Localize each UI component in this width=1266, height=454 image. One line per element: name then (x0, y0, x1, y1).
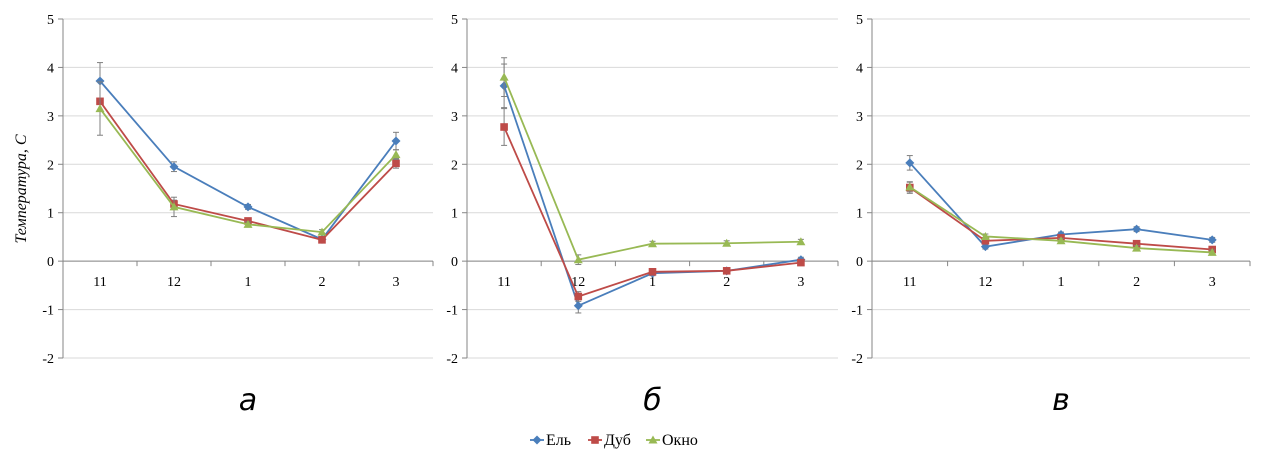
y-tick-label: 1 (451, 207, 458, 222)
legend-marker (532, 435, 542, 445)
legend-item: Дуб (588, 432, 631, 449)
series-line (503, 76, 801, 261)
data-point (573, 255, 583, 264)
series-Ель (95, 62, 401, 244)
y-tick-label: 1 (47, 207, 54, 222)
series-Дуб (500, 108, 805, 302)
x-tick-label: 12 (571, 275, 585, 290)
data-point (648, 239, 657, 248)
data-point (981, 237, 990, 245)
y-tick-label: 3 (856, 110, 863, 125)
x-tick-label: 12 (167, 275, 181, 290)
y-tick-label: -2 (851, 352, 863, 367)
y-tick-label: -1 (42, 304, 54, 319)
legend-marker (591, 436, 599, 444)
data-point (574, 292, 583, 301)
data-point (1056, 236, 1066, 245)
data-point (1207, 247, 1217, 256)
y-tick-label: 2 (856, 158, 863, 173)
x-tick-label: 1 (1058, 275, 1065, 290)
y-tick-label: 2 (451, 158, 458, 173)
data-point (318, 236, 326, 244)
data-point (1207, 235, 1217, 245)
legend-label: Окно (662, 432, 698, 449)
y-tick-label: 5 (856, 13, 863, 28)
data-point (95, 104, 105, 113)
x-tick-label: 12 (978, 275, 992, 290)
x-tick-label: 11 (903, 275, 916, 290)
legend-item: Окно (646, 432, 698, 449)
x-tick-label: 2 (319, 275, 326, 290)
y-tick-label: 1 (856, 207, 863, 222)
x-tick-label: 2 (1133, 275, 1140, 290)
x-tick-label: 3 (393, 275, 400, 290)
data-point (391, 136, 401, 146)
y-tick-label: 5 (451, 13, 458, 28)
series-Ель (499, 63, 806, 314)
data-point (722, 267, 731, 275)
legend-label: Дуб (604, 432, 631, 449)
panel-label: б (643, 383, 662, 418)
x-tick-label: 2 (723, 275, 730, 290)
data-point (722, 238, 732, 247)
y-axis-title: Температура, С (13, 134, 30, 243)
data-point (905, 158, 915, 168)
x-tick-label: 11 (497, 275, 510, 290)
data-point (796, 237, 806, 246)
x-tick-label: 3 (797, 275, 804, 290)
legend-marker (648, 435, 658, 444)
data-point (169, 162, 179, 172)
y-tick-label: 4 (47, 61, 54, 76)
series-Окно (95, 81, 401, 236)
data-point (648, 267, 657, 276)
x-tick-label: 3 (1209, 275, 1216, 290)
y-tick-label: 3 (47, 110, 54, 125)
legend-label: Ель (546, 432, 571, 449)
series-line (99, 108, 397, 234)
y-tick-label: 4 (856, 61, 863, 76)
data-point (317, 227, 327, 236)
data-point (1132, 243, 1142, 252)
x-tick-label: 1 (245, 275, 252, 290)
data-point (243, 219, 253, 228)
legend-item: Ель (530, 432, 571, 449)
panel-label: в (1052, 383, 1070, 418)
series-line (99, 80, 397, 241)
y-tick-label: -1 (446, 304, 458, 319)
data-point (500, 123, 508, 131)
x-tick-label: 11 (93, 275, 106, 290)
data-point (1132, 224, 1142, 234)
series-Окно (905, 181, 1217, 256)
data-point (905, 182, 915, 191)
data-point (797, 258, 805, 267)
legend: Ель Дуб Окно (530, 432, 698, 449)
y-tick-label: -2 (42, 352, 54, 367)
data-point (169, 202, 179, 211)
y-tick-label: -1 (851, 304, 863, 319)
panel-label: а (239, 383, 257, 418)
data-point (243, 202, 253, 212)
y-tick-label: 5 (47, 13, 54, 28)
data-point (392, 159, 400, 168)
series-Окно (499, 57, 806, 266)
y-tick-label: 0 (451, 255, 458, 270)
x-tick-label: 1 (649, 275, 656, 290)
y-tick-label: 0 (856, 255, 863, 270)
y-tick-label: 4 (451, 61, 458, 76)
y-tick-label: 2 (47, 158, 54, 173)
data-point (499, 72, 509, 81)
y-tick-label: 0 (47, 255, 54, 270)
data-point (980, 231, 990, 240)
data-point (573, 301, 583, 311)
y-tick-label: -2 (446, 352, 458, 367)
y-tick-label: 3 (451, 110, 458, 125)
data-point (391, 150, 401, 159)
data-point (95, 76, 105, 86)
